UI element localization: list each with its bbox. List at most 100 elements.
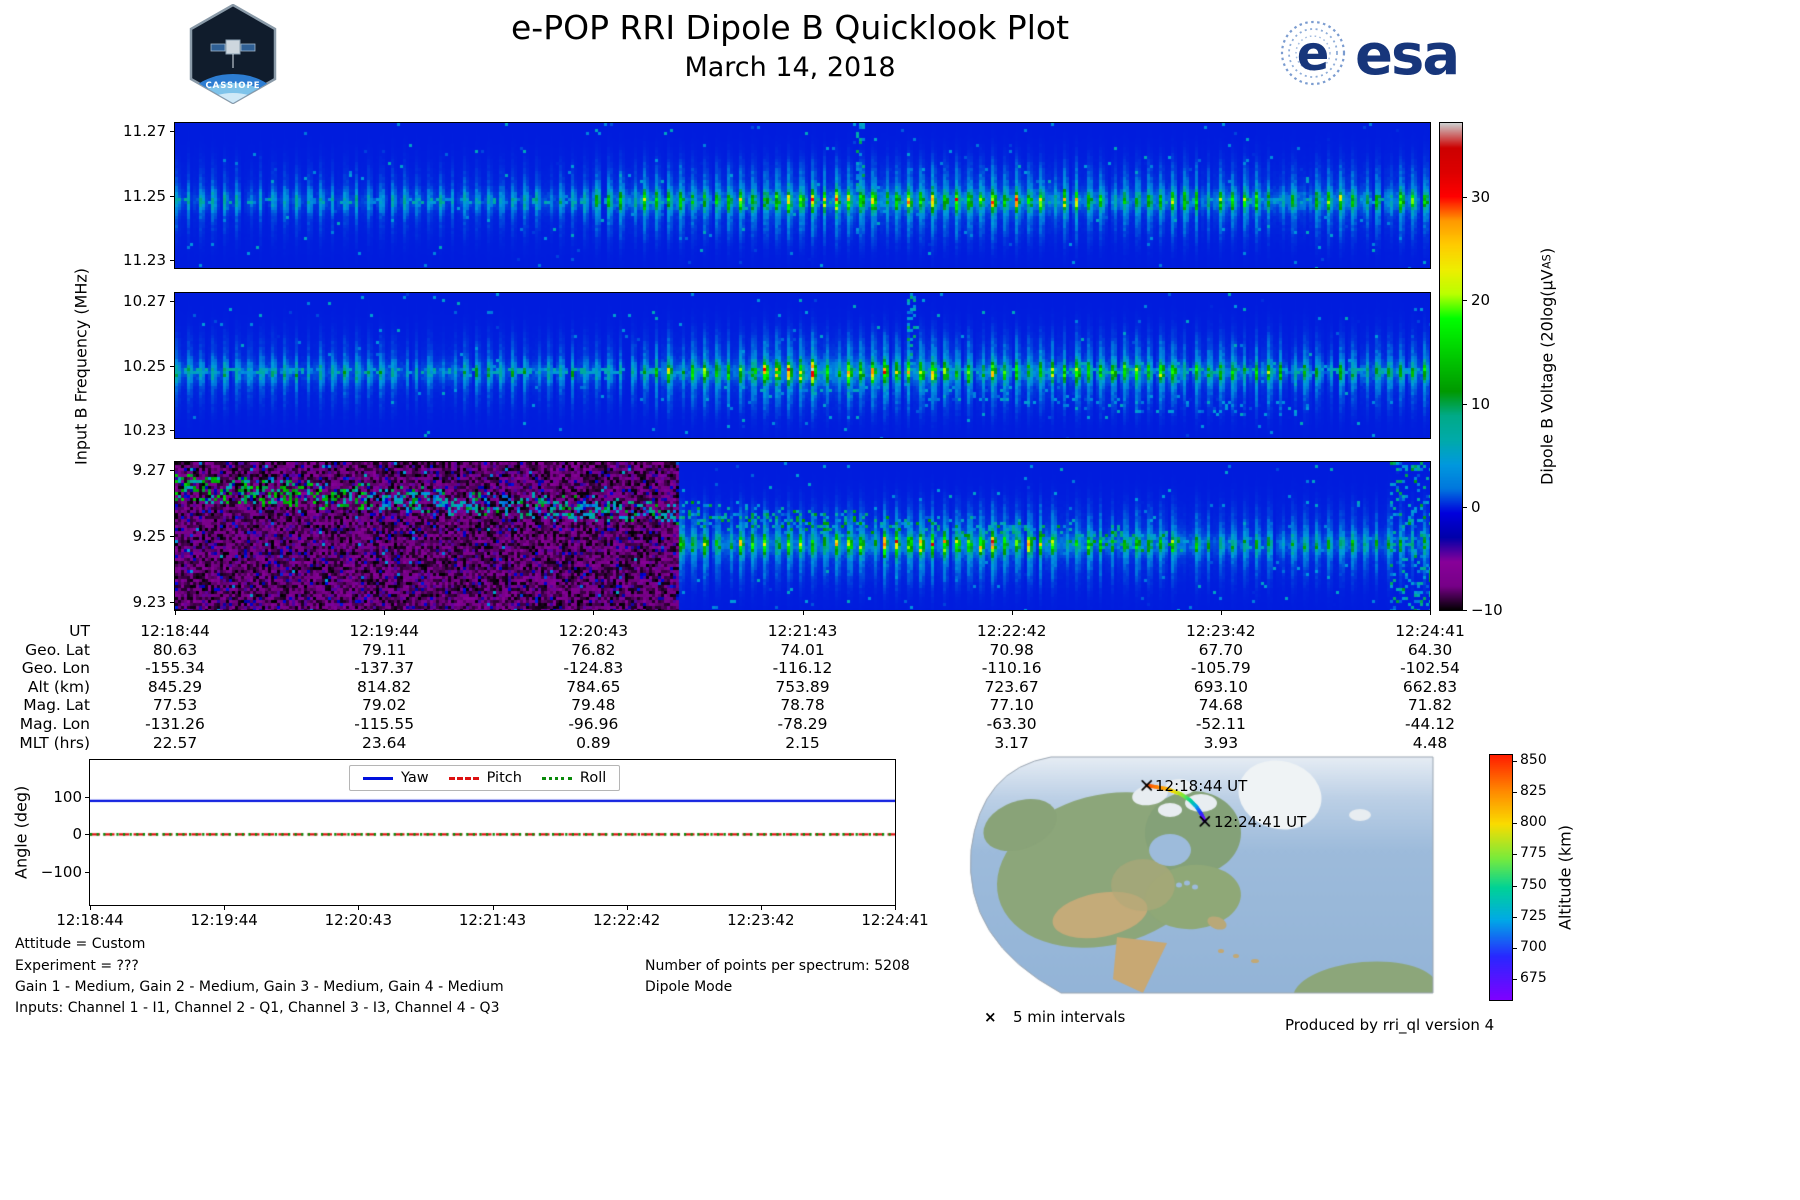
ephemeris-cell: -96.96 (568, 715, 619, 733)
cassiope-mission-logo: CASSIOPE (189, 4, 277, 104)
altitude-colorbar-tick-mark (1512, 947, 1517, 949)
angle-xtick-mark (626, 905, 628, 910)
ephemeris-cell: 71.82 (1407, 696, 1453, 715)
ut-tick-mark (1220, 610, 1222, 615)
angle-xtick-label: 12:18:44 (56, 911, 124, 929)
ephemeris-row-label: Geo. Lon (21, 659, 90, 678)
ephemeris-cell: 784.65 (566, 677, 621, 696)
angle-tick-label: 0 (72, 825, 82, 844)
legend-item-roll: Roll (541, 770, 606, 786)
spectrogram-panel-11.25MHz (174, 122, 1431, 269)
ut-tick-mark (384, 610, 386, 615)
ephemeris-cell: 12:20:43 (558, 622, 629, 640)
spectrogram-panel-9.25MHz (174, 461, 1431, 611)
freq-tick-mark (170, 131, 175, 132)
ephemeris-cell: 74.01 (780, 640, 825, 659)
freq-tick-label: 9.23 (132, 593, 166, 611)
ut-tick-mark (1430, 610, 1431, 615)
ephemeris-cell: -102.54 (1400, 659, 1460, 678)
altitude-colorbar-tick-mark (1512, 978, 1517, 980)
freq-tick-mark (170, 602, 175, 603)
inputs-note: Inputs: Channel 1 - I1, Channel 2 - Q1, … (15, 1000, 500, 1016)
freq-tick-mark (170, 536, 175, 537)
ephemeris-row-label: Mag. Lat (23, 696, 90, 715)
altitude-colorbar-tick-mark (1512, 885, 1517, 887)
produced-by-note: Produced by rri_ql version 4 (1285, 1016, 1495, 1034)
ephemeris-cell: 22.57 (152, 733, 198, 752)
freq-tick-label: 10.23 (123, 421, 166, 439)
ephemeris-cell: -124.83 (563, 659, 624, 678)
angle-xtick-mark (492, 905, 494, 910)
altitude-colorbar-tick-label: 725 (1520, 907, 1547, 924)
experiment-note: Experiment = ??? (15, 958, 139, 974)
altitude-colorbar-tick-label: 775 (1520, 845, 1547, 862)
spectrogram-canvas-10.25MHz (175, 293, 1430, 438)
ephemeris-cell: 79.02 (361, 696, 407, 715)
ephemeris-cell: 76.82 (571, 640, 616, 659)
voltage-colorbar-tick-label: 10 (1471, 394, 1491, 413)
ephemeris-cell: -115.55 (354, 715, 415, 733)
altitude-colorbar-tick-label: 750 (1520, 876, 1547, 893)
esa-globe-ring-mid (1288, 28, 1338, 78)
voltage-colorbar-label: Dipole B Voltage (20log(μV AS) (1534, 123, 1560, 610)
altitude-colorbar-tick-mark (1512, 761, 1517, 763)
plot-title: e-POP RRI Dipole B Quicklook Plot (510, 8, 1070, 47)
freq-tick-mark (170, 195, 175, 197)
angle-xtick-label: 12:20:43 (324, 911, 393, 929)
freq-tick-label: 11.27 (123, 122, 166, 140)
altitude-colorbar-tick-mark (1512, 792, 1517, 794)
angle-xtick-label: 12:21:43 (458, 911, 527, 929)
spectrogram-canvas-11.25MHz (175, 123, 1430, 268)
altitude-colorbar-tick-label: 800 (1520, 814, 1547, 831)
ephemeris-row-label: Mag. Lon (19, 715, 90, 733)
esa-globe-ring-inner (1295, 35, 1331, 71)
altitude-colorbar-tick-mark (1512, 916, 1517, 918)
spectrogram-canvas-9.25MHz (175, 462, 1430, 610)
ephemeris-cell: 77.53 (152, 696, 198, 715)
ephemeris-cell: 12:19:44 (349, 622, 419, 640)
mission-name-text: CASSIOPE (205, 81, 260, 91)
ephemeris-row-label: UT (69, 622, 90, 640)
points-per-spectrum-note: Number of points per spectrum: 5208 (645, 958, 910, 974)
ephemeris-cell: -105.79 (1190, 659, 1251, 678)
ephemeris-cell: 79.48 (571, 696, 616, 715)
angle-tick-mark (85, 871, 90, 873)
voltage-colorbar-tick-mark (1462, 610, 1467, 611)
altitude-colorbar (1489, 754, 1513, 1001)
ephemeris-cell: 845.29 (147, 677, 203, 696)
voltage-colorbar-label-close: ) (1537, 248, 1557, 255)
ephemeris-cell: -44.12 (1405, 715, 1455, 733)
ephemeris-row-label: MLT (hrs) (19, 733, 90, 752)
voltage-colorbar-tick-mark (1462, 506, 1467, 508)
ephemeris-cell: 23.64 (361, 733, 407, 752)
altitude-colorbar-tick-label: 825 (1520, 783, 1547, 800)
altitude-colorbar-tick-label: 700 (1520, 938, 1547, 955)
ephemeris-cell: 64.30 (1407, 640, 1453, 659)
satellite-panel-left (210, 43, 226, 52)
ephemeris-cell: 77.10 (989, 696, 1034, 715)
ephemeris-cell: -137.37 (354, 659, 415, 678)
attitude-note: Attitude = Custom (15, 936, 146, 952)
freq-tick-label: 10.27 (123, 292, 166, 310)
interval-marker-glyph: × (984, 1008, 997, 1026)
gains-note: Gain 1 - Medium, Gain 2 - Medium, Gain 3… (15, 979, 504, 995)
voltage-colorbar-label-sub: AS (1540, 254, 1554, 270)
interval-marker-legend: 5 min intervals (1013, 1008, 1126, 1026)
altitude-colorbar-tick-mark (1512, 823, 1517, 825)
ephemeris-cell: -155.34 (145, 659, 205, 678)
ephemeris-cell: 70.98 (989, 640, 1034, 659)
legend-line-yaw (363, 776, 393, 780)
voltage-colorbar-tick-label: 30 (1471, 188, 1491, 207)
satellite-body (225, 39, 241, 55)
altitude-colorbar-tick-label: 850 (1520, 752, 1547, 769)
altitude-colorbar-label: Altitude (km) (1555, 825, 1575, 930)
angle-xtick-mark (90, 905, 91, 910)
angle-xtick-label: 12:24:41 (861, 911, 929, 929)
ephemeris-cell: -52.11 (1195, 715, 1246, 733)
angle-tick-mark (85, 834, 90, 836)
freq-tick-mark (170, 301, 175, 302)
spectrogram-y-axis-label: Input B Frequency (MHz) (71, 267, 91, 466)
track-start-label: 12:18:44 UT (1155, 777, 1248, 795)
spectrogram-panel-10.25MHz (174, 292, 1431, 439)
